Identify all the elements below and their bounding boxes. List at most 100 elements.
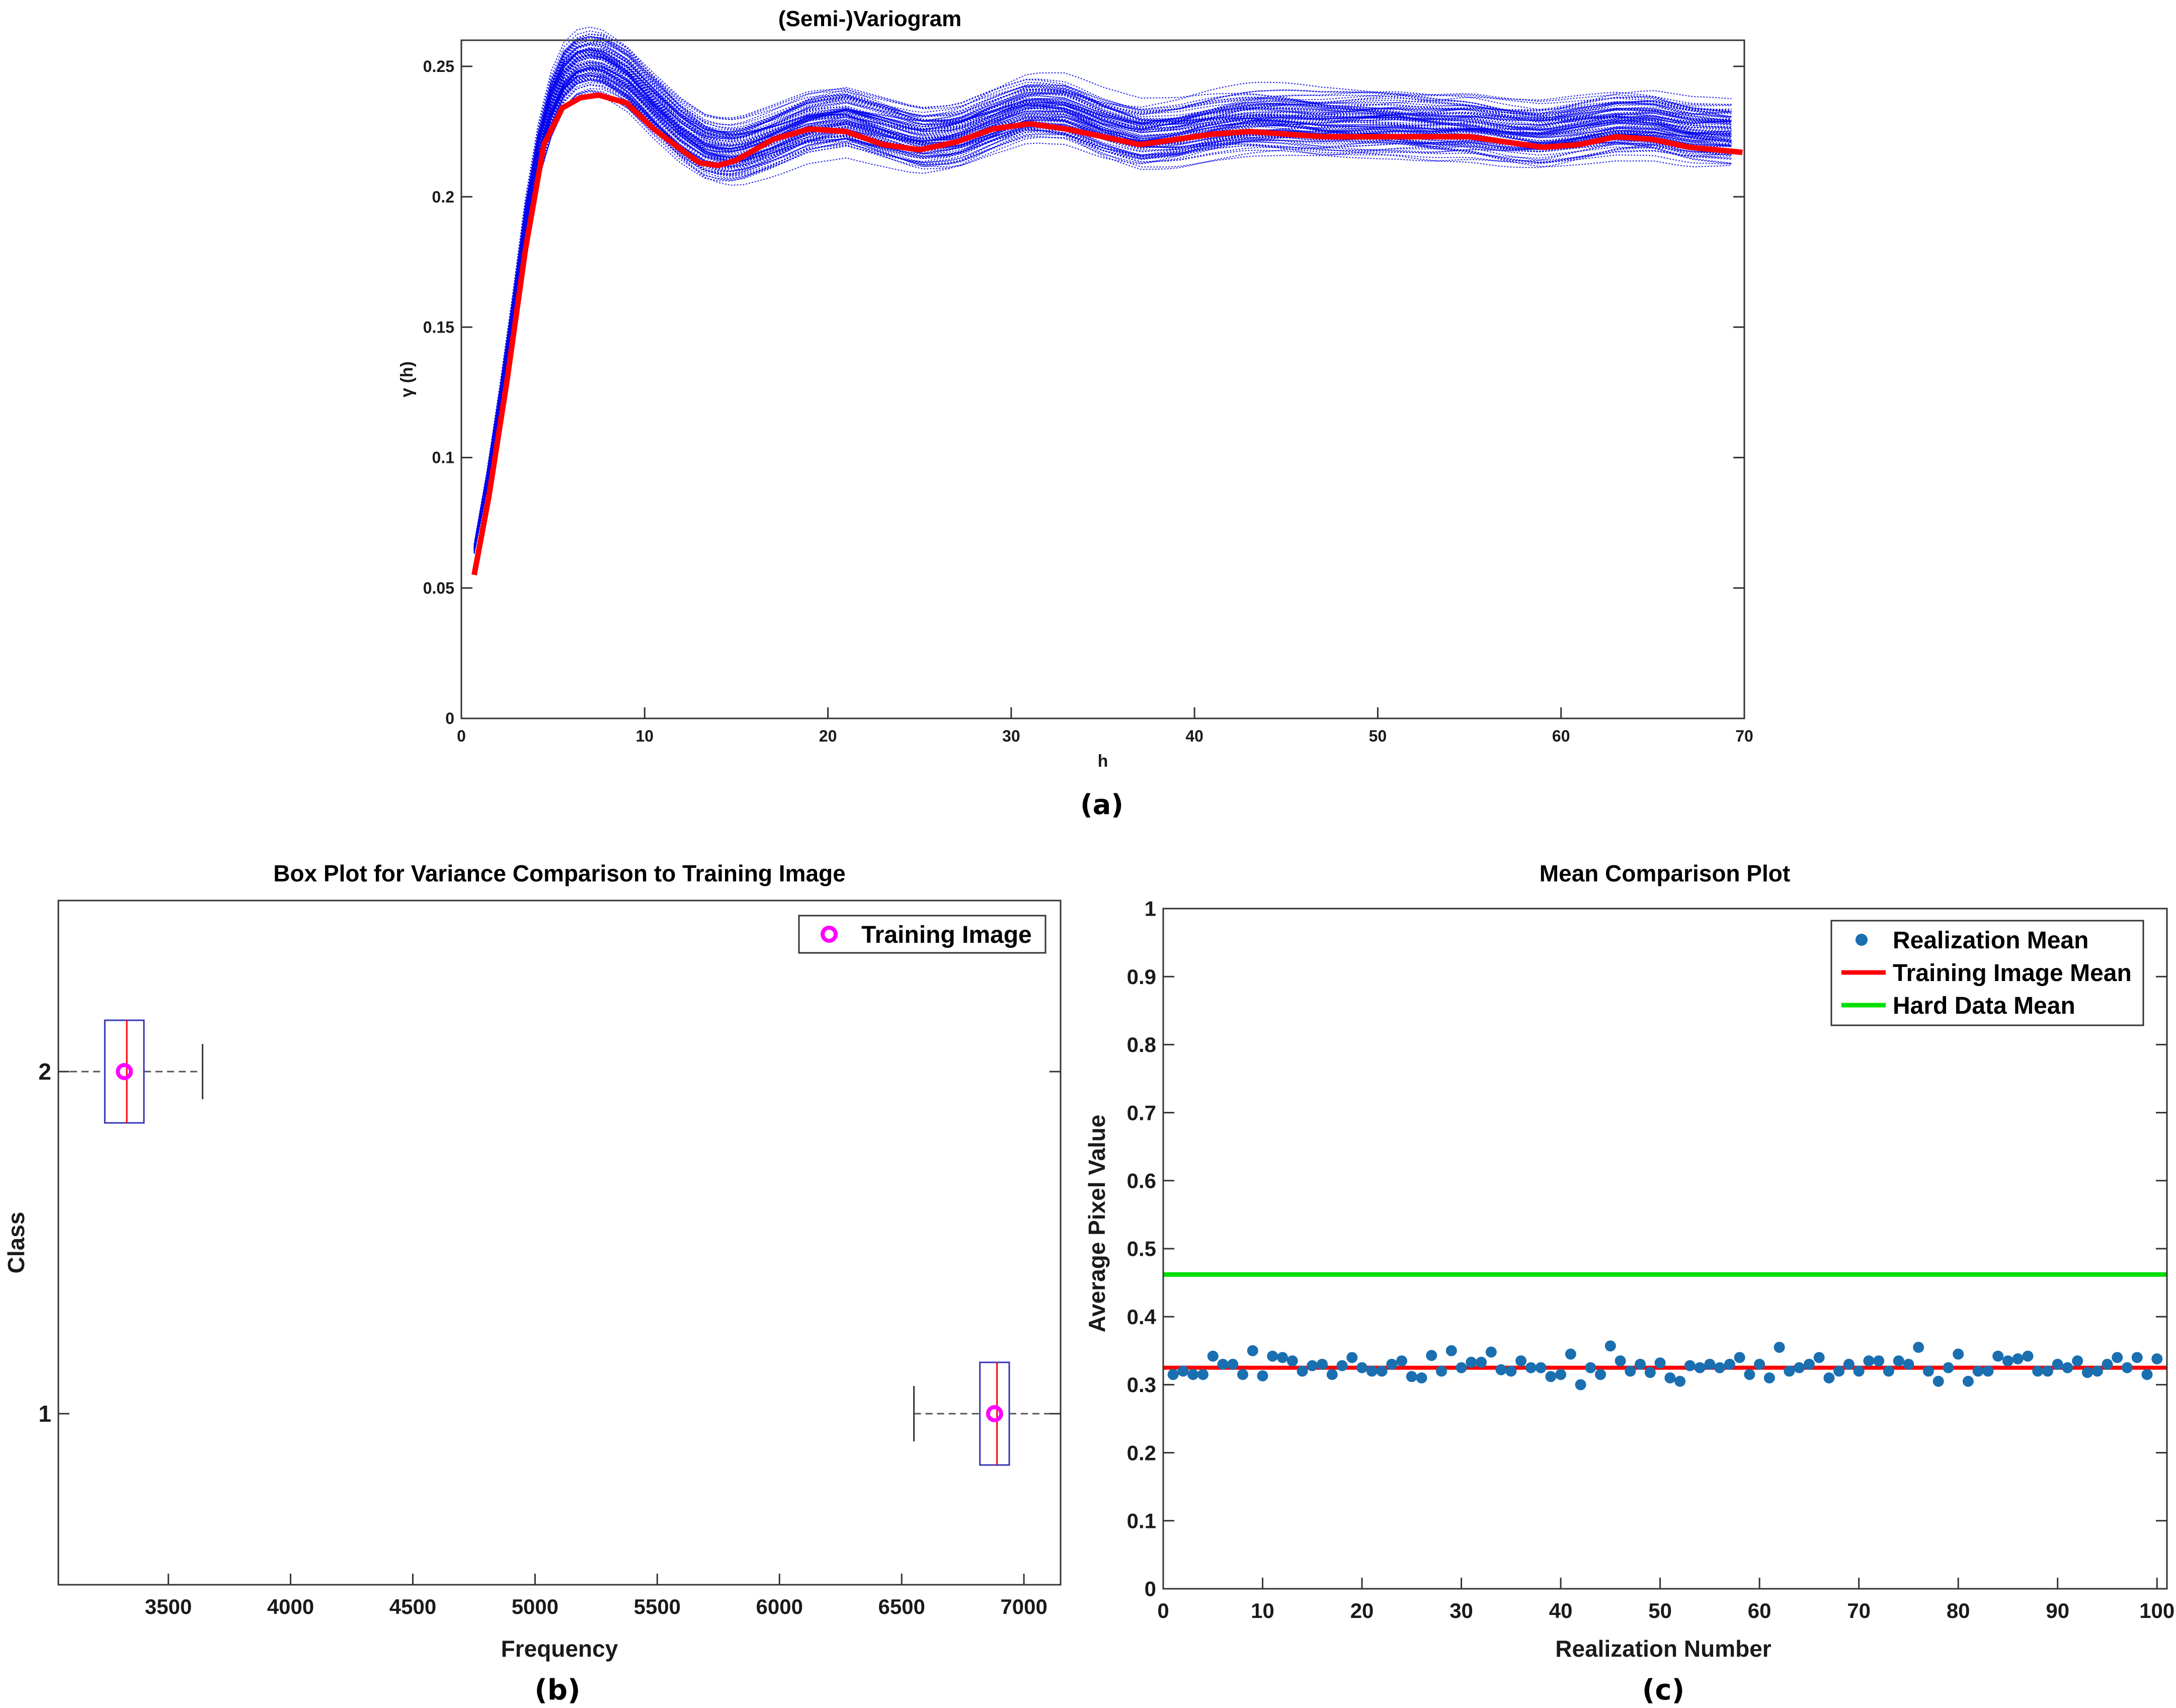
- realization-mean-point: [1197, 1369, 1209, 1380]
- realization-mean-point: [1237, 1369, 1249, 1380]
- x-tick-label: 3500: [145, 1595, 192, 1618]
- realization-variogram-line: [473, 74, 1732, 550]
- realization-mean-point: [1823, 1372, 1835, 1384]
- realization-mean-point: [2102, 1358, 2113, 1370]
- y-tick-label: 1: [38, 1401, 51, 1427]
- realization-mean-point: [1366, 1365, 1378, 1377]
- training-image-marker: [986, 1405, 1003, 1422]
- realization-mean-point: [1416, 1372, 1427, 1384]
- x-tick-label: 0: [457, 727, 466, 745]
- realization-mean-point: [1286, 1355, 1298, 1367]
- x-tick-label: 0: [1157, 1599, 1169, 1622]
- realization-variogram-line: [473, 71, 1732, 551]
- y-tick-label: 0.3: [1127, 1373, 1156, 1397]
- realization-mean-point: [2141, 1369, 2153, 1380]
- realization-variogram-line: [473, 36, 1732, 546]
- x-tick-label: 4500: [389, 1595, 436, 1618]
- realization-variogram-line: [473, 67, 1732, 552]
- y-tick-label: 1: [1145, 897, 1156, 921]
- y-tick-label: 0: [445, 709, 454, 727]
- x-tick-label: 10: [635, 727, 654, 745]
- realization-mean-point: [1515, 1355, 1527, 1367]
- realization-mean-point: [1187, 1369, 1199, 1380]
- realization-mean-point: [1873, 1355, 1885, 1367]
- realization-mean-point: [1505, 1365, 1517, 1377]
- mean-ylabel: Average Pixel Value: [1084, 1114, 1110, 1332]
- x-tick-label: 30: [1449, 1599, 1473, 1622]
- realization-variogram-line: [473, 70, 1732, 549]
- mean-panel: Mean Comparison Plot 0 10 20 30 40 50 60 70 80 90…: [1084, 860, 2174, 1706]
- realization-variogram-line: [473, 64, 1732, 549]
- realization-mean-point: [2072, 1355, 2083, 1367]
- realization-mean-point: [1903, 1358, 1914, 1370]
- realization-mean-point: [1784, 1365, 1795, 1377]
- realization-mean-point: [1913, 1342, 1924, 1353]
- mean-legend: Realization Mean Training Image Mean Har…: [1830, 920, 2144, 1026]
- realization-mean-point: [1247, 1345, 1258, 1356]
- y-tick-label: 2: [38, 1059, 51, 1085]
- realization-variogram-line: [473, 43, 1732, 547]
- realization-mean-point: [1853, 1365, 1865, 1377]
- realization-variogram-line: [473, 54, 1732, 548]
- realization-mean-point: [2121, 1362, 2133, 1373]
- realization-variogram-line: [473, 60, 1732, 548]
- realization-mean-point: [1813, 1352, 1825, 1363]
- realization-mean-point: [1585, 1362, 1596, 1373]
- realization-variogram-line: [473, 49, 1732, 548]
- y-tick-label: 0.2: [432, 188, 454, 206]
- realization-mean-point: [1684, 1360, 1696, 1371]
- realization-mean-point: [1177, 1365, 1189, 1377]
- training-image-variogram-line: [471, 92, 1743, 576]
- realization-mean-dot-icon: [1856, 934, 1868, 946]
- realization-variogram-line: [473, 68, 1732, 549]
- realization-mean-point: [1386, 1358, 1398, 1370]
- realization-mean-point: [1317, 1358, 1328, 1370]
- realization-mean-point: [1436, 1365, 1447, 1377]
- realization-mean-point: [2091, 1365, 2103, 1377]
- realization-mean-point: [1277, 1352, 1288, 1363]
- x-tick-label: 90: [2046, 1599, 2069, 1622]
- realization-mean-point: [1774, 1342, 1785, 1353]
- realization-mean-point: [2022, 1350, 2034, 1362]
- boxplot-plot-area: [57, 1019, 1062, 1466]
- realization-variogram-line: [473, 53, 1732, 548]
- x-tick-label: 5000: [512, 1595, 558, 1618]
- variogram-xlabel: h: [1098, 752, 1108, 771]
- realization-variogram-line: [473, 88, 1732, 554]
- realization-mean-point: [1734, 1352, 1745, 1363]
- box-iqr: [104, 1019, 145, 1124]
- realization-variogram-line: [473, 49, 1732, 547]
- realization-mean-point: [1257, 1370, 1268, 1381]
- x-tick-label: 5500: [634, 1595, 681, 1618]
- x-tick-label: 70: [1735, 727, 1753, 745]
- realization-mean-point: [1535, 1362, 1547, 1373]
- realization-variogram-line: [473, 75, 1732, 551]
- mean-legend-hard-data: Hard Data Mean: [1893, 993, 2075, 1019]
- realization-mean-point: [1714, 1362, 1726, 1373]
- realization-mean-point: [1625, 1365, 1636, 1377]
- realization-mean-point: [1704, 1358, 1716, 1370]
- realization-mean-point: [1794, 1362, 1805, 1373]
- mean-caption: (c): [1642, 1674, 1684, 1706]
- x-tick-label: 20: [819, 727, 837, 745]
- realization-variogram-line: [473, 41, 1732, 548]
- realization-mean-point: [1555, 1369, 1567, 1380]
- boxplot-legend: Training Image: [798, 915, 1046, 954]
- realization-mean-point: [1982, 1365, 1994, 1377]
- mean-y-ticks: 0 0.1 0.2 0.3 0.4 0.5 0.6 0.7 0.8 0.9 1: [1127, 897, 2167, 1601]
- realization-mean-point: [1595, 1369, 1606, 1380]
- boxplot-caption: (b): [534, 1674, 580, 1706]
- realization-mean-point: [1922, 1365, 1934, 1377]
- realization-mean-point: [1644, 1367, 1656, 1378]
- realization-variogram-line: [473, 36, 1732, 545]
- realization-mean-point: [1565, 1348, 1576, 1360]
- realization-mean-point: [1406, 1371, 1417, 1382]
- variogram-axes-box: [460, 39, 1745, 719]
- realization-variogram-line: [473, 57, 1732, 550]
- y-tick-label: 0.9: [1127, 965, 1156, 989]
- x-tick-label: 50: [1369, 727, 1387, 745]
- y-tick-label: 0.7: [1127, 1101, 1156, 1124]
- variogram-ylabel: γ (h): [397, 361, 417, 397]
- realization-mean-point: [2052, 1358, 2063, 1370]
